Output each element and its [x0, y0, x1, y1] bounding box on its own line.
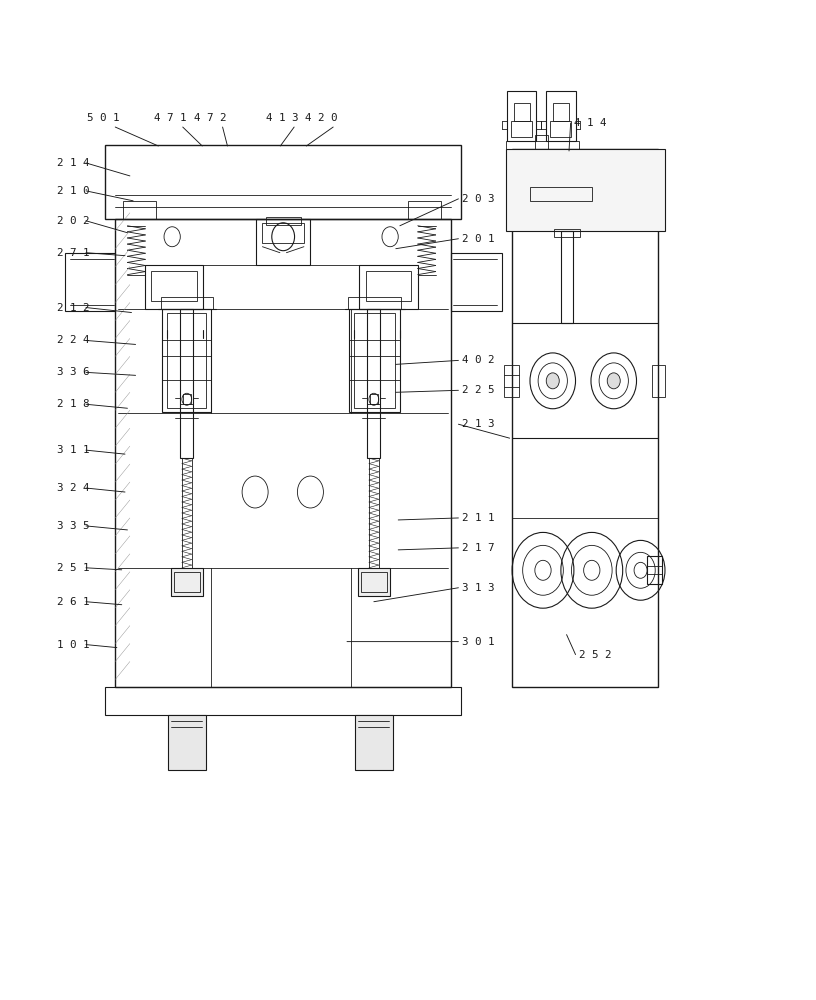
Text: 4 2 0: 4 2 0 — [304, 113, 337, 123]
Bar — [647, 556, 662, 584]
Bar — [550, 121, 571, 137]
Bar — [506, 141, 579, 149]
Circle shape — [546, 373, 559, 389]
Bar — [144, 265, 203, 309]
Bar — [408, 201, 441, 219]
Bar — [504, 365, 519, 397]
Bar — [349, 309, 400, 412]
Circle shape — [607, 373, 620, 389]
Text: 3 1 1: 3 1 1 — [56, 445, 89, 455]
Bar — [361, 572, 387, 592]
Bar — [367, 404, 380, 418]
Text: 4 7 1: 4 7 1 — [154, 113, 187, 123]
Text: 2 1 1: 2 1 1 — [462, 513, 494, 523]
Bar — [512, 121, 532, 137]
Bar — [451, 253, 502, 311]
Text: 4 1 4: 4 1 4 — [574, 118, 606, 128]
Text: 2 6 1: 2 6 1 — [56, 597, 89, 607]
Text: 2 1 8: 2 1 8 — [56, 399, 89, 409]
Text: 3 2 4: 3 2 4 — [56, 483, 89, 493]
Text: 2 0 1: 2 0 1 — [462, 234, 494, 244]
Bar — [367, 309, 380, 458]
Bar — [167, 313, 206, 408]
Text: 2 0 3: 2 0 3 — [462, 194, 494, 204]
Text: 2 5 2: 2 5 2 — [579, 650, 611, 660]
Bar — [534, 135, 548, 149]
Text: 1 0 1: 1 0 1 — [56, 640, 89, 650]
Bar — [64, 253, 115, 311]
Text: 3 1 3: 3 1 3 — [462, 583, 494, 593]
Bar — [123, 201, 156, 219]
Bar — [151, 271, 197, 301]
Bar — [161, 297, 213, 309]
Bar — [115, 219, 451, 687]
Text: 4 1 3: 4 1 3 — [266, 113, 298, 123]
Bar — [171, 568, 203, 596]
Bar — [359, 265, 418, 309]
Bar — [512, 149, 659, 687]
Text: 4 0 2: 4 0 2 — [462, 355, 494, 365]
Bar — [348, 297, 401, 309]
Bar — [357, 568, 390, 596]
Bar — [366, 271, 411, 301]
Bar — [554, 229, 579, 237]
Bar — [174, 572, 200, 592]
Bar — [180, 404, 193, 418]
Text: 2 2 5: 2 2 5 — [462, 385, 494, 395]
Text: 2 7 1: 2 7 1 — [56, 248, 89, 258]
Bar — [162, 309, 211, 412]
Bar — [355, 715, 392, 770]
Text: 2 1 4: 2 1 4 — [56, 158, 89, 168]
Bar — [354, 313, 395, 408]
Text: 2 0 2: 2 0 2 — [56, 216, 89, 226]
Text: 2 1 3: 2 1 3 — [462, 419, 494, 429]
Text: 2 5 1: 2 5 1 — [56, 563, 89, 573]
Bar — [370, 394, 378, 404]
Bar — [508, 91, 536, 141]
Bar — [514, 103, 530, 121]
Text: 2 1 7: 2 1 7 — [462, 543, 494, 553]
Bar — [183, 394, 191, 404]
Bar — [105, 145, 461, 219]
Text: 2 1 0: 2 1 0 — [56, 186, 89, 196]
Bar — [652, 365, 665, 397]
Bar — [530, 187, 592, 201]
Bar — [180, 309, 193, 458]
Bar — [266, 217, 300, 225]
Text: 2 1 2: 2 1 2 — [56, 303, 89, 313]
Bar — [263, 223, 304, 243]
Text: 3 3 6: 3 3 6 — [56, 367, 89, 377]
Text: 3 0 1: 3 0 1 — [462, 637, 494, 647]
Bar — [552, 103, 569, 121]
Text: 5 0 1: 5 0 1 — [86, 113, 119, 123]
Bar — [256, 219, 310, 265]
Bar — [168, 715, 206, 770]
Text: 3 3 5: 3 3 5 — [56, 521, 89, 531]
Bar — [546, 91, 575, 141]
Text: 2 2 4: 2 2 4 — [56, 335, 89, 345]
Bar — [561, 231, 573, 323]
Text: 4 7 2: 4 7 2 — [194, 113, 227, 123]
Bar — [506, 149, 665, 231]
Bar — [105, 687, 461, 715]
